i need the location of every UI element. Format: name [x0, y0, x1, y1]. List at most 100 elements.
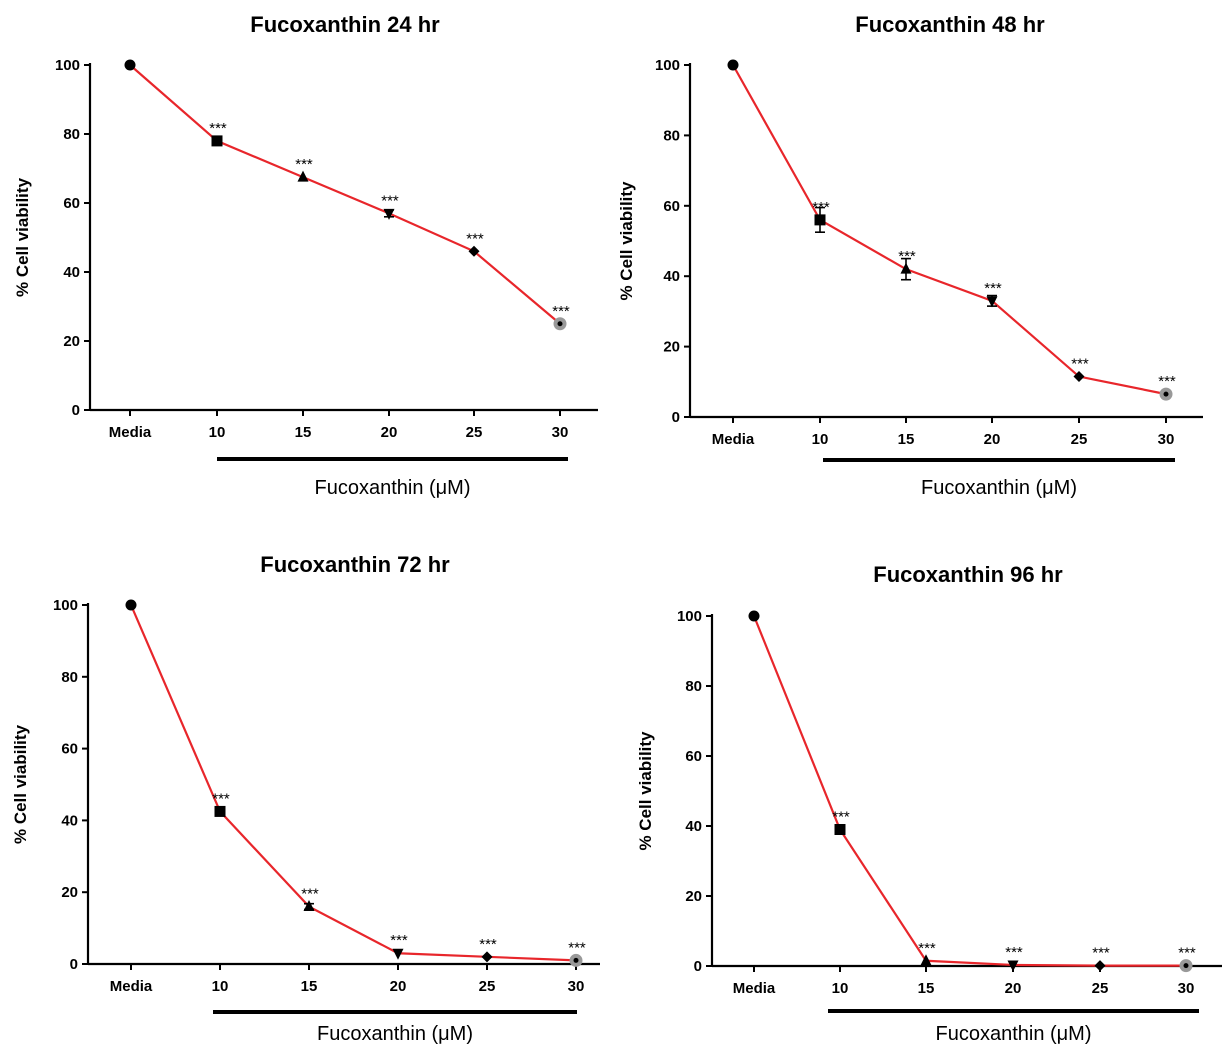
data-point: [834, 824, 846, 835]
significance-label: ***: [1158, 373, 1176, 390]
data-point: [125, 599, 137, 611]
y-tick-label: 80: [61, 669, 78, 686]
x-axis-label: Fucoxanthin (μM): [935, 1023, 1091, 1045]
y-tick-label: 20: [685, 888, 702, 905]
x-tick-label: 30: [1178, 980, 1195, 997]
x-tick-label: 25: [479, 978, 496, 995]
data-point: [468, 245, 480, 257]
x-axis-label: Fucoxanthin (μM): [314, 477, 470, 499]
data-point: [1163, 391, 1169, 397]
data-point: [1073, 371, 1085, 383]
y-tick-label: 80: [63, 126, 80, 143]
panel-48hr: Fucoxanthin 48 hr 0 20 40 60 80 100 % Cell viab…: [617, 12, 1203, 499]
y-tick-label: 40: [63, 264, 80, 281]
y-tick-label: 20: [63, 333, 80, 350]
x-tick-label: Media: [109, 424, 152, 441]
panel-96hr: Fucoxanthin 96 hr 0 20 40 60 80 100 % Cell viab…: [636, 562, 1222, 1045]
x-tick-label: 10: [212, 978, 229, 995]
significance-label: ***: [812, 199, 830, 216]
y-tick-label: 0: [672, 409, 680, 426]
series-line: [129, 64, 561, 325]
x-tick-label: 10: [812, 431, 829, 448]
data-point: [211, 135, 223, 147]
y-tick-label: 100: [53, 597, 78, 614]
y-tick-label: 100: [655, 57, 680, 74]
y-tick-label: 0: [70, 956, 78, 973]
x-tick-label: 20: [984, 431, 1001, 448]
y-tick-label: 80: [685, 678, 702, 695]
series-line: [732, 64, 1167, 396]
x-tick-label: 30: [552, 424, 569, 441]
data-point: [303, 900, 315, 912]
x-axis-label: Fucoxanthin (μM): [317, 1023, 473, 1045]
x-tick-label: 30: [568, 978, 585, 995]
data-point: [1094, 960, 1106, 972]
data-point: [900, 262, 912, 274]
data-point: [214, 805, 226, 817]
y-axis-label: % Cell viability: [11, 724, 30, 844]
y-tick-label: 60: [63, 195, 80, 212]
x-tick-label: 10: [209, 424, 226, 441]
chart-title: Fucoxanthin 72 hr: [260, 552, 450, 577]
x-tick-label: 10: [832, 980, 849, 997]
y-axis-label: % Cell viability: [13, 177, 32, 297]
data-point: [557, 321, 563, 327]
significance-label: ***: [466, 230, 484, 247]
x-tick-label: Media: [733, 980, 776, 997]
significance-label: ***: [1092, 945, 1110, 962]
data-point: [1007, 960, 1019, 972]
y-tick-label: 60: [663, 198, 680, 215]
data-point: [392, 948, 404, 960]
data-point: [814, 214, 826, 226]
significance-label: ***: [381, 192, 399, 209]
significance-label: ***: [301, 886, 319, 903]
y-tick-label: 60: [685, 748, 702, 765]
panel-24hr: Fucoxanthin 24 hr 0 20 40 60 80 100 % Cell viab…: [13, 12, 598, 499]
x-tick-label: 30: [1158, 431, 1175, 448]
data-point: [573, 957, 579, 963]
x-tick-label: 15: [295, 424, 312, 441]
x-tick-label: 25: [1092, 980, 1109, 997]
significance-label: ***: [984, 280, 1002, 297]
x-tick-label: 20: [381, 424, 398, 441]
y-tick-label: 40: [685, 818, 702, 835]
y-tick-label: 40: [61, 812, 78, 829]
x-tick-label: 25: [1071, 431, 1088, 448]
data-point: [920, 954, 932, 966]
significance-label: ***: [479, 936, 497, 953]
data-point: [383, 208, 395, 220]
x-tick-label: 20: [1005, 980, 1022, 997]
x-axis-label: Fucoxanthin (μM): [921, 477, 1077, 499]
y-tick-label: 100: [677, 608, 702, 625]
y-tick-label: 100: [55, 57, 80, 74]
y-axis-label: % Cell viability: [636, 731, 655, 851]
series-line: [129, 604, 577, 962]
data-point: [748, 610, 760, 622]
significance-label: ***: [390, 932, 408, 949]
significance-label: ***: [552, 303, 570, 320]
significance-label: ***: [212, 790, 230, 807]
x-tick-label: Media: [110, 978, 153, 995]
y-axis-label: % Cell viability: [617, 181, 636, 301]
significance-label: ***: [918, 940, 936, 957]
y-tick-label: 80: [663, 127, 680, 144]
data-point: [124, 59, 136, 71]
y-tick-label: 20: [663, 339, 680, 356]
y-tick-label: 60: [61, 741, 78, 758]
chart-title: Fucoxanthin 96 hr: [873, 562, 1063, 587]
panel-72hr: Fucoxanthin 72 hr 0 20 40 60 80 100 % Cell viab…: [11, 552, 600, 1045]
x-tick-label: Media: [712, 431, 755, 448]
y-tick-label: 0: [694, 958, 702, 975]
data-point: [297, 170, 309, 182]
x-tick-label: 20: [390, 978, 407, 995]
series-line: [752, 615, 1186, 967]
data-point: [727, 59, 739, 71]
y-tick-label: 20: [61, 884, 78, 901]
significance-label: ***: [209, 120, 227, 137]
x-tick-label: 15: [898, 431, 915, 448]
significance-label: ***: [1071, 356, 1089, 373]
x-tick-label: 15: [301, 978, 318, 995]
significance-label: ***: [568, 939, 586, 956]
significance-label: ***: [1005, 944, 1023, 961]
